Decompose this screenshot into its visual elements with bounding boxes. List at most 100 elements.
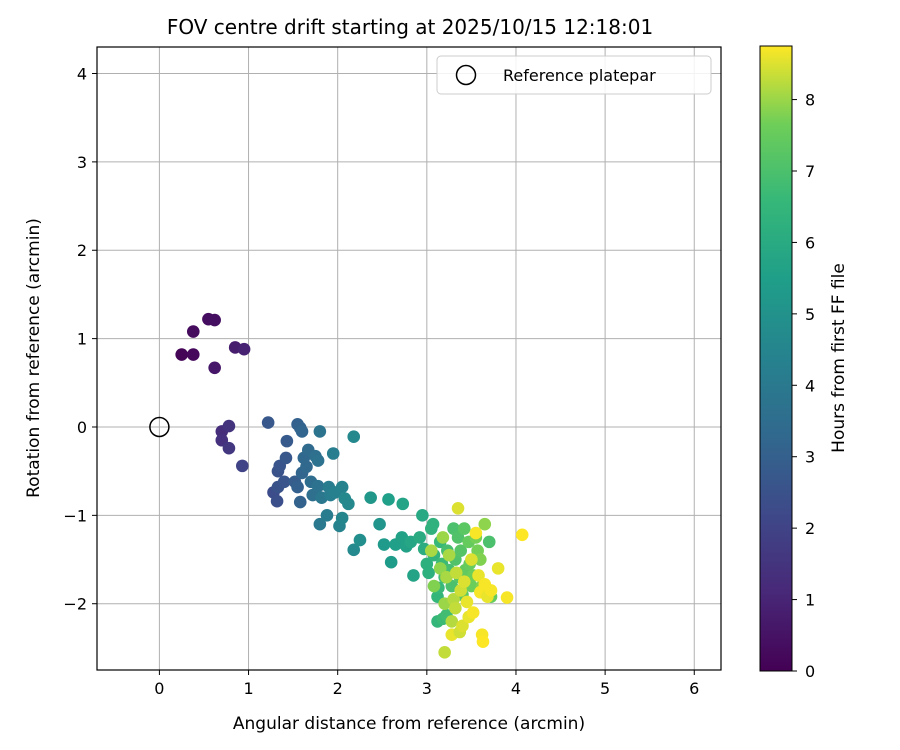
data-point	[413, 531, 426, 544]
data-point	[300, 460, 313, 474]
data-point	[311, 479, 325, 493]
reference-platepar-marker	[149, 416, 170, 438]
legend: Reference platepar	[436, 55, 712, 95]
data-point	[175, 348, 188, 361]
data-point	[347, 543, 361, 557]
colorbar-tick-label: 6	[805, 233, 815, 252]
data-point	[311, 454, 325, 467]
data-point	[280, 434, 294, 448]
x-tick-label: 5	[600, 679, 610, 698]
chart-title: FOV centre drift starting at 2025/10/15 …	[167, 15, 653, 39]
colorbar-label: Hours from first FF file	[829, 263, 849, 453]
data-point	[484, 584, 498, 597]
data-point	[445, 615, 459, 628]
data-point	[456, 619, 469, 633]
x-tick-label: 3	[422, 679, 432, 698]
data-point	[347, 430, 361, 444]
data-point	[353, 533, 367, 547]
data-point	[451, 531, 465, 544]
data-point	[186, 325, 200, 338]
x-tick-label: 2	[333, 679, 343, 698]
data-point	[342, 497, 355, 511]
data-point	[236, 459, 249, 473]
data-point	[422, 566, 435, 580]
data-point	[476, 635, 490, 649]
data-point	[482, 535, 496, 549]
data-point	[451, 501, 465, 515]
y-tick-label: 3	[77, 153, 87, 172]
y-tick-label: 4	[77, 65, 87, 84]
y-axis-label: Rotation from reference (arcmin)	[24, 218, 44, 498]
data-point	[291, 480, 304, 494]
data-point	[449, 601, 462, 615]
data-point	[222, 419, 236, 433]
x-axis-ticks: 0 1 2 3 4 5 6	[154, 670, 699, 698]
x-axis-label: Angular distance from reference (arcmin)	[233, 714, 585, 734]
data-point	[460, 595, 474, 609]
data-point	[457, 575, 471, 588]
data-point	[424, 544, 438, 558]
data-point	[466, 606, 480, 619]
plot-frame	[96, 46, 722, 671]
x-tick-label: 0	[154, 679, 164, 698]
data-point	[416, 509, 429, 522]
data-point	[440, 570, 453, 584]
y-tick-label: 2	[77, 241, 87, 260]
data-point	[186, 348, 200, 361]
data-point	[478, 517, 492, 531]
data-point	[449, 566, 463, 580]
data-point	[313, 425, 327, 438]
data-point	[491, 562, 505, 575]
data-point	[222, 441, 236, 455]
data-point	[295, 425, 309, 438]
data-point	[326, 447, 340, 460]
data-point	[364, 491, 377, 504]
colorbar-tick-label: 1	[805, 591, 815, 610]
data-point	[436, 531, 450, 544]
colorbar-tick-label: 7	[805, 162, 815, 181]
data-point	[500, 591, 514, 604]
colorbar-tick-label: 8	[805, 91, 815, 110]
reference-marker-group	[149, 416, 170, 438]
legend-label: Reference platepar	[503, 66, 656, 85]
data-point	[396, 497, 410, 511]
x-tick-label: 1	[243, 679, 253, 698]
data-point	[313, 517, 327, 531]
data-point	[469, 526, 483, 540]
data-points	[175, 312, 529, 659]
data-point	[426, 517, 440, 531]
data-point	[382, 493, 395, 506]
data-point	[407, 569, 420, 582]
colorbar-gradient	[759, 45, 793, 672]
x-tick-label: 4	[511, 679, 521, 698]
data-point	[515, 528, 529, 542]
data-point	[442, 548, 456, 562]
colorbar: 0 1 2 3 4 5 6 7 8 Hours from first FF file	[759, 45, 849, 681]
data-point	[474, 553, 487, 566]
data-point	[335, 480, 349, 494]
data-point	[472, 569, 485, 582]
data-point	[277, 475, 291, 489]
data-point	[261, 416, 275, 429]
data-point	[208, 361, 221, 375]
data-point	[320, 509, 334, 522]
y-axis-ticks: −2 −1 0 1 2 3 4	[63, 65, 97, 614]
y-tick-label: −2	[63, 595, 87, 614]
colorbar-tick-label: 0	[805, 662, 815, 681]
colorbar-tick-label: 4	[805, 376, 815, 395]
data-point	[279, 451, 293, 465]
data-point	[454, 544, 468, 558]
y-tick-label: 1	[77, 330, 87, 349]
data-point	[457, 522, 471, 535]
data-point	[208, 313, 221, 327]
data-point	[335, 511, 349, 525]
data-point	[427, 579, 441, 593]
legend-open-circle-marker	[455, 64, 477, 86]
data-point	[384, 555, 398, 569]
y-tick-label: 0	[77, 418, 87, 437]
data-point	[237, 342, 251, 356]
legend-box	[436, 55, 712, 95]
colorbar-tick-label: 2	[805, 519, 815, 538]
x-tick-label: 6	[689, 679, 699, 698]
